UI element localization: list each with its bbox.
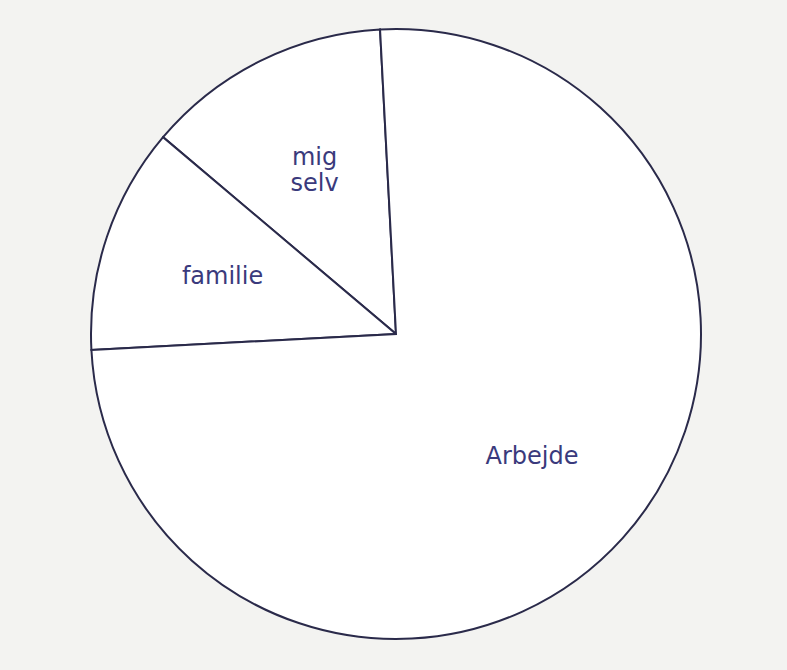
svg-text:Arbejde: Arbejde [486,442,579,470]
svg-text:familie: familie [182,262,263,290]
svg-text:migselv: migselv [291,143,339,197]
